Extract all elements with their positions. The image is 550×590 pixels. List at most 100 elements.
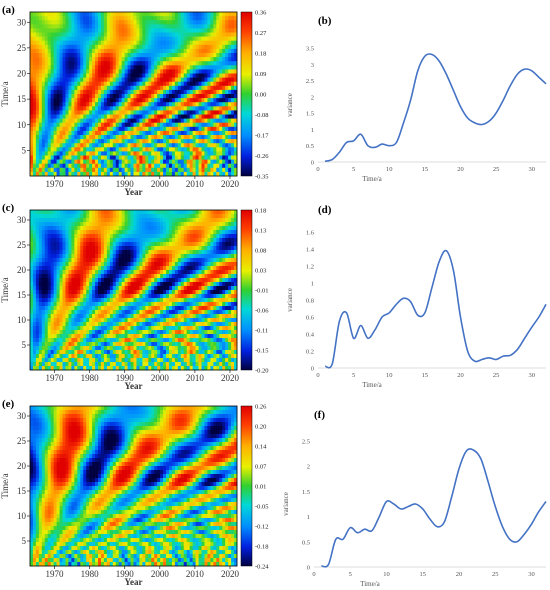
heatmap-cell [130,114,134,119]
heatmap-cell [68,238,72,243]
heatmap-cell [151,159,155,164]
heatmap-cell [98,322,102,327]
heatmap-cell [133,238,137,243]
heatmap-cell [59,167,63,173]
heatmap-cell [71,118,75,123]
heatmap-cell [50,254,54,259]
heatmap-cell [127,151,131,156]
heatmap-cell [121,44,125,50]
heatmap-cell [77,89,81,95]
heatmap-cell [62,366,66,371]
heatmap-cell [59,147,63,152]
heatmap-cell [222,81,226,87]
heatmap-cell [177,139,182,144]
heatmap-cell [103,143,108,148]
heatmap-cell [195,16,199,21]
heatmap-cell [154,258,158,263]
heatmap-cell [80,167,84,173]
heatmap-cell [133,294,137,299]
heatmap-cell [139,330,143,335]
heatmap-cell [148,118,152,123]
heatmap-cell [189,163,193,169]
heatmap-cell [83,48,87,54]
heatmap-cell [53,12,57,17]
heatmap-cell [65,151,69,156]
heatmap-cell [148,85,152,91]
heatmap-cell [124,16,128,21]
heatmap-cell [225,12,229,17]
heatmap-cell [234,122,238,128]
heatmap-cell [30,98,34,103]
heatmap-cell [145,65,149,70]
heatmap-cell [180,226,185,231]
heatmap-cell [95,139,99,144]
heatmap-cell [163,322,167,327]
heatmap-cell [186,266,190,271]
heatmap-cell [207,139,211,144]
heatmap-cell [157,350,161,355]
heatmap-cell [80,330,84,335]
heatmap-cell [231,102,235,107]
heatmap-cell [56,81,60,87]
heatmap-cell [62,85,66,91]
heatmap-cell [180,306,185,311]
heatmap-cell [177,102,182,107]
heatmap-cell [127,135,131,140]
heatmap-cell [68,342,72,347]
heatmap-cell [38,77,43,82]
heatmap-cell [139,274,143,279]
heatmap-cell [177,278,182,283]
heatmap-cell [195,69,199,74]
heatmap-cell [136,286,140,291]
heatmap-cell [154,238,158,243]
heatmap-cell [171,342,176,347]
heatmap-cell [112,122,117,128]
heatmap-cell [74,242,78,247]
heatmap-cell [148,89,152,95]
heatmap-cell [213,32,217,37]
heatmap-cell [92,294,96,299]
heatmap-cell [121,16,125,21]
heatmap-cell [166,118,170,123]
heatmap-cell [225,85,229,91]
heatmap-cell [100,254,105,259]
heatmap-cell [53,110,57,115]
heatmap-cell [145,159,149,164]
heatmap-cell [92,330,96,335]
heatmap-cell [130,147,134,152]
heatmap-cell [160,238,164,243]
heatmap-cell [56,16,60,21]
heatmap-cell [47,286,51,291]
heatmap-cell [154,346,158,351]
heatmap-cell [231,98,235,103]
heatmap-cell [118,306,122,311]
heatmap-cell [50,53,54,58]
heatmap-cell [186,151,190,156]
heatmap-cell [98,102,102,107]
heatmap-cell [168,246,173,251]
heatmap-cell [198,102,202,107]
heatmap-cell [154,171,158,177]
heatmap-cell [234,48,238,54]
heatmap-cell [151,218,155,223]
heatmap-cell [174,334,179,339]
heatmap-cell [56,230,60,235]
heatmap-cell [163,53,167,58]
heatmap-cell [171,44,176,50]
heatmap-cell [53,330,57,335]
heatmap-cell [145,254,149,259]
heatmap-cell [109,246,114,251]
heatmap-cell [142,118,146,123]
heatmap-cell [106,362,111,367]
heatmap-cell [154,147,158,152]
heatmap-cell [53,73,57,78]
heatmap-cell [103,234,108,239]
heatmap-cell [71,16,75,21]
heatmap-cell [121,114,125,119]
heatmap-cell [189,16,193,21]
heatmap-cell [163,81,167,87]
heatmap-cell [106,306,111,311]
heatmap-cell [112,126,117,132]
heatmap-cell [103,306,108,311]
heatmap-cell [195,110,199,115]
